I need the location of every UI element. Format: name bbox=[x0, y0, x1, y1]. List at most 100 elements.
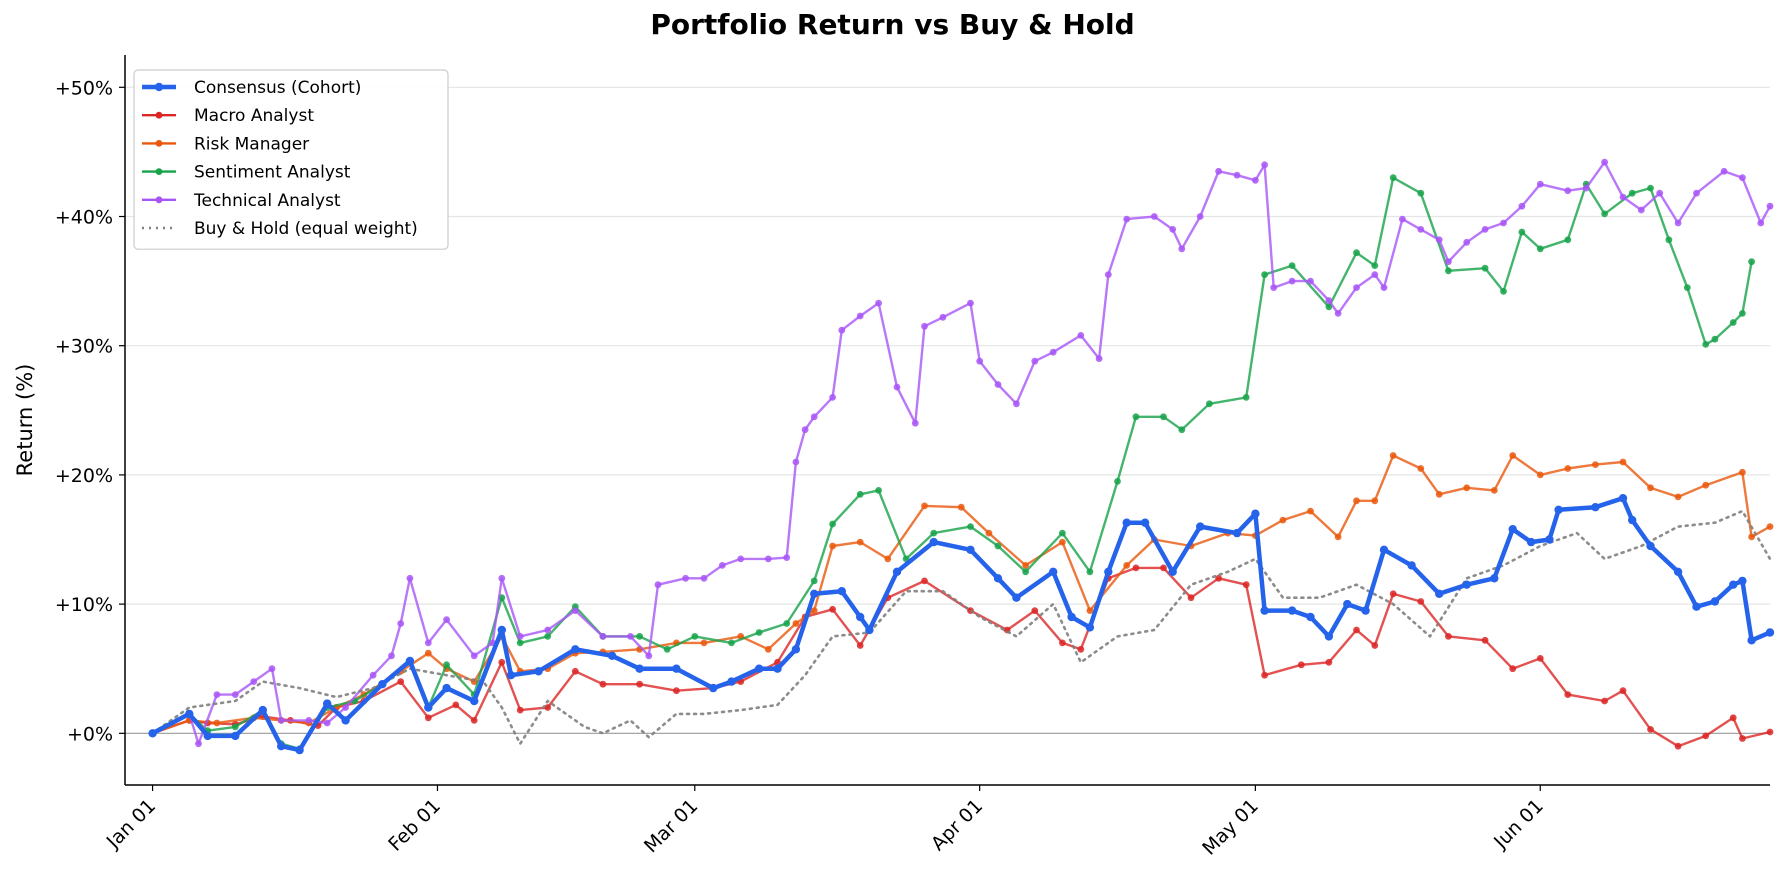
series-line-macro-analyst bbox=[151, 566, 1772, 748]
data-point bbox=[1592, 461, 1599, 468]
legend-marker bbox=[155, 111, 163, 119]
data-point bbox=[783, 554, 791, 561]
data-point bbox=[1325, 658, 1333, 666]
data-point bbox=[856, 642, 864, 649]
data-point bbox=[1601, 158, 1608, 166]
data-point bbox=[406, 574, 414, 582]
data-point bbox=[1252, 176, 1259, 184]
data-point bbox=[1123, 562, 1131, 569]
data-point bbox=[1206, 400, 1213, 408]
data-point bbox=[1702, 732, 1710, 740]
legend-marker bbox=[155, 168, 163, 176]
data-point bbox=[1389, 452, 1397, 459]
series-macro-analyst bbox=[149, 564, 1774, 750]
data-point bbox=[250, 678, 258, 685]
data-point bbox=[957, 503, 965, 511]
series-line-sentiment-analyst bbox=[151, 176, 1753, 750]
data-point bbox=[1306, 612, 1315, 622]
data-point bbox=[497, 625, 506, 635]
data-point bbox=[1536, 245, 1544, 253]
data-point bbox=[1371, 497, 1379, 505]
data-point bbox=[1104, 567, 1113, 576]
data-point bbox=[1361, 606, 1370, 615]
data-point bbox=[571, 667, 579, 675]
data-point bbox=[1545, 535, 1554, 544]
data-point bbox=[1647, 726, 1654, 733]
data-point bbox=[599, 680, 607, 688]
data-point bbox=[1637, 206, 1645, 214]
data-point bbox=[1334, 310, 1342, 317]
data-point bbox=[1500, 219, 1507, 227]
data-point bbox=[1215, 167, 1222, 175]
y-tick-label: +40% bbox=[55, 207, 113, 229]
data-point bbox=[1059, 529, 1066, 537]
data-point bbox=[1086, 607, 1094, 614]
data-point bbox=[1132, 564, 1140, 572]
data-point bbox=[341, 716, 350, 725]
data-point bbox=[1150, 213, 1158, 220]
legend-item: Technical Analyst bbox=[142, 191, 341, 211]
data-point bbox=[764, 645, 772, 653]
data-point bbox=[424, 649, 432, 657]
data-point bbox=[1012, 593, 1021, 602]
data-point bbox=[323, 719, 331, 727]
data-point bbox=[976, 357, 984, 365]
series-line-buy-hold-equal-weight bbox=[151, 509, 1772, 745]
data-point bbox=[544, 626, 552, 634]
data-point bbox=[1729, 714, 1737, 722]
data-point bbox=[397, 678, 405, 685]
data-point bbox=[1702, 341, 1710, 348]
data-point bbox=[1564, 187, 1572, 195]
data-point bbox=[929, 537, 938, 547]
data-point bbox=[921, 322, 928, 330]
data-point bbox=[1647, 484, 1654, 492]
legend-marker bbox=[155, 140, 163, 147]
data-point bbox=[1702, 481, 1710, 489]
legend-label: Technical Analyst bbox=[193, 191, 341, 211]
data-point bbox=[203, 731, 212, 741]
data-point bbox=[829, 605, 836, 613]
data-point bbox=[1500, 288, 1507, 295]
series-buy-hold-equal-weight bbox=[151, 509, 1772, 745]
data-point bbox=[1353, 284, 1360, 291]
data-point bbox=[1564, 691, 1572, 698]
data-point bbox=[442, 683, 451, 693]
data-point bbox=[1417, 598, 1425, 605]
data-point bbox=[1536, 180, 1544, 188]
data-point bbox=[856, 490, 864, 498]
data-point bbox=[829, 394, 836, 401]
data-point bbox=[1463, 238, 1471, 246]
data-point bbox=[810, 607, 818, 614]
data-point bbox=[967, 299, 974, 307]
data-point bbox=[1196, 213, 1204, 220]
data-point bbox=[1765, 628, 1775, 637]
data-point bbox=[672, 664, 681, 673]
data-point bbox=[635, 664, 644, 673]
data-point bbox=[268, 665, 276, 673]
data-point bbox=[792, 620, 800, 627]
data-point bbox=[636, 680, 643, 688]
y-axis-label: Return (%) bbox=[13, 364, 37, 477]
data-point bbox=[921, 577, 928, 585]
legend-marker bbox=[155, 196, 163, 204]
data-point bbox=[700, 639, 708, 647]
data-point bbox=[1389, 590, 1397, 598]
data-point bbox=[1242, 581, 1250, 589]
data-point bbox=[810, 413, 818, 421]
data-point bbox=[691, 633, 699, 640]
data-point bbox=[1343, 599, 1352, 609]
data-point bbox=[506, 671, 516, 680]
data-point bbox=[1288, 277, 1296, 285]
data-point bbox=[764, 555, 772, 563]
data-point bbox=[1646, 541, 1655, 551]
data-point bbox=[1288, 262, 1296, 269]
legend-marker bbox=[154, 82, 164, 92]
data-point bbox=[1673, 567, 1683, 576]
data-point bbox=[1122, 518, 1131, 527]
data-point bbox=[1481, 264, 1489, 272]
data-point bbox=[1628, 515, 1637, 525]
data-point bbox=[148, 729, 157, 738]
data-point bbox=[1508, 525, 1517, 534]
